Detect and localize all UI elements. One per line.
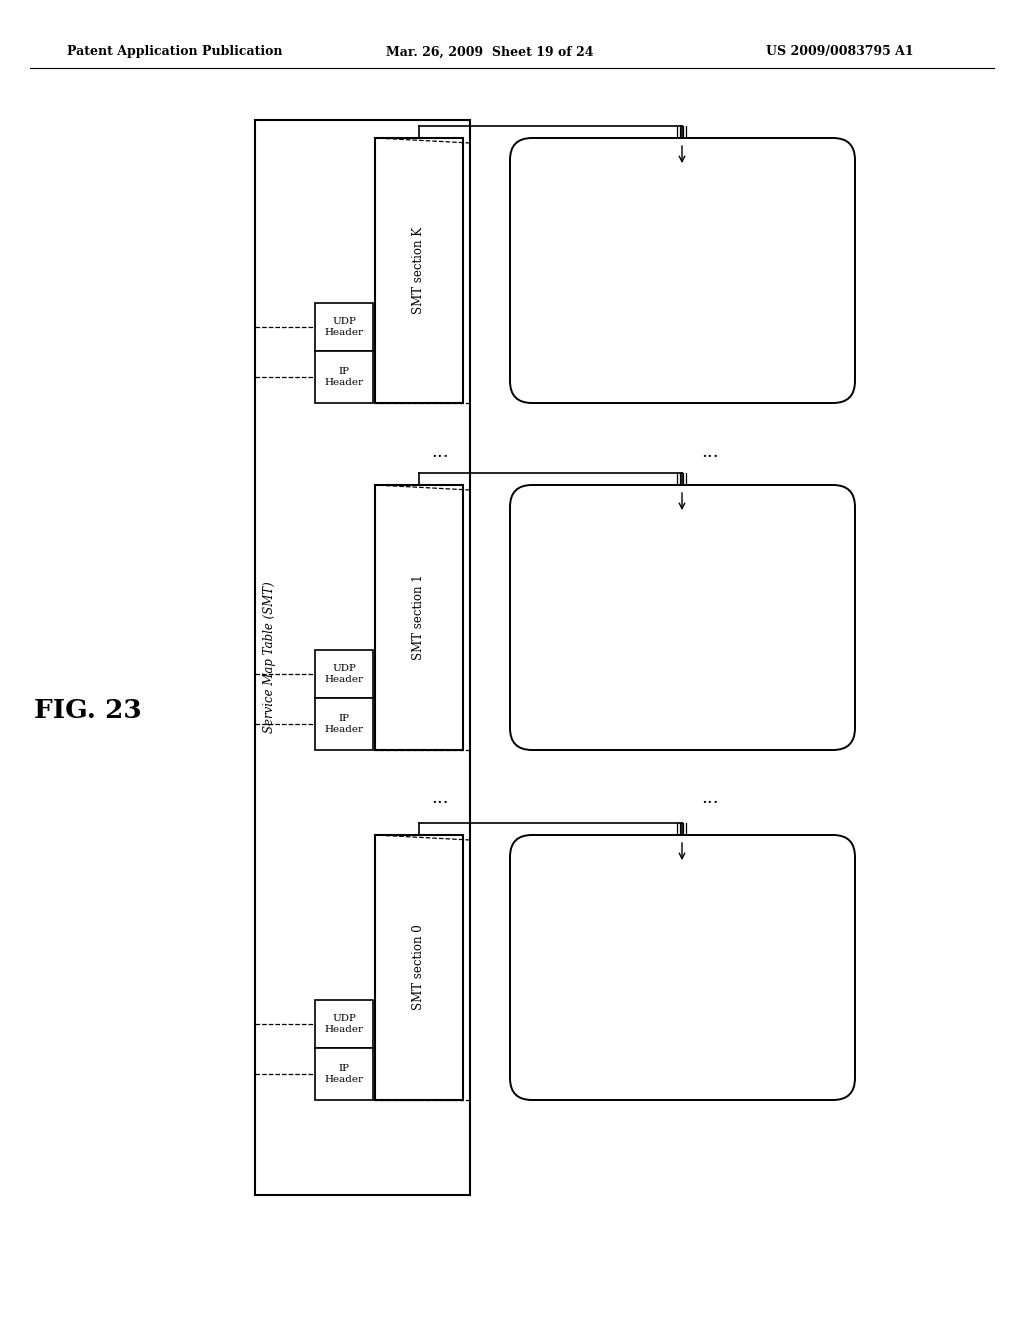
- Bar: [315, 698, 373, 750]
- Text: ...: ...: [701, 444, 719, 461]
- FancyBboxPatch shape: [510, 836, 855, 1100]
- Text: IP
Header: IP Header: [325, 714, 364, 734]
- Text: RS Frame belongs to
Ensemble 0: RS Frame belongs to Ensemble 0: [634, 964, 760, 991]
- Text: SMT section 1: SMT section 1: [413, 574, 426, 660]
- Text: Patent Application Publication: Patent Application Publication: [68, 45, 283, 58]
- Text: IP
Header: IP Header: [325, 367, 364, 387]
- FancyBboxPatch shape: [510, 484, 855, 750]
- Bar: [315, 304, 373, 351]
- FancyBboxPatch shape: [518, 492, 847, 742]
- Text: ...: ...: [701, 789, 719, 807]
- Text: RS Frame belongs to
Ensemble K: RS Frame belongs to Ensemble K: [634, 267, 760, 294]
- Text: UDP
Header: UDP Header: [325, 1014, 364, 1034]
- FancyBboxPatch shape: [525, 850, 840, 1085]
- FancyBboxPatch shape: [518, 843, 847, 1092]
- Text: US 2009/0083795 A1: US 2009/0083795 A1: [766, 45, 913, 58]
- Bar: [375, 139, 463, 403]
- Text: UDP
Header: UDP Header: [325, 664, 364, 684]
- Text: ...: ...: [431, 789, 449, 807]
- Text: Ensemble K: Ensemble K: [521, 235, 535, 306]
- Bar: [375, 484, 463, 750]
- Bar: [375, 836, 463, 1100]
- Bar: [255, 120, 470, 1195]
- Text: Service Map Table (SMT): Service Map Table (SMT): [262, 581, 275, 733]
- Text: FIG. 23: FIG. 23: [34, 697, 142, 722]
- Text: IP
Header: IP Header: [325, 1064, 364, 1084]
- Bar: [315, 351, 373, 403]
- Text: Mar. 26, 2009  Sheet 19 of 24: Mar. 26, 2009 Sheet 19 of 24: [386, 45, 594, 58]
- Text: SMT section 0: SMT section 0: [413, 924, 426, 1010]
- Text: RS Frame belongs to
Ensemble 1: RS Frame belongs to Ensemble 1: [634, 612, 760, 642]
- Bar: [315, 649, 373, 698]
- Text: UDP
Header: UDP Header: [325, 317, 364, 337]
- Text: Ensemble 0: Ensemble 0: [521, 932, 535, 1002]
- Bar: [315, 1001, 373, 1048]
- FancyBboxPatch shape: [518, 147, 847, 395]
- Text: ...: ...: [431, 444, 449, 461]
- Text: Ensemble 1: Ensemble 1: [521, 582, 535, 652]
- FancyBboxPatch shape: [525, 153, 840, 388]
- Text: SMT section K: SMT section K: [413, 227, 426, 314]
- FancyBboxPatch shape: [510, 139, 855, 403]
- FancyBboxPatch shape: [525, 500, 840, 735]
- Bar: [315, 1048, 373, 1100]
